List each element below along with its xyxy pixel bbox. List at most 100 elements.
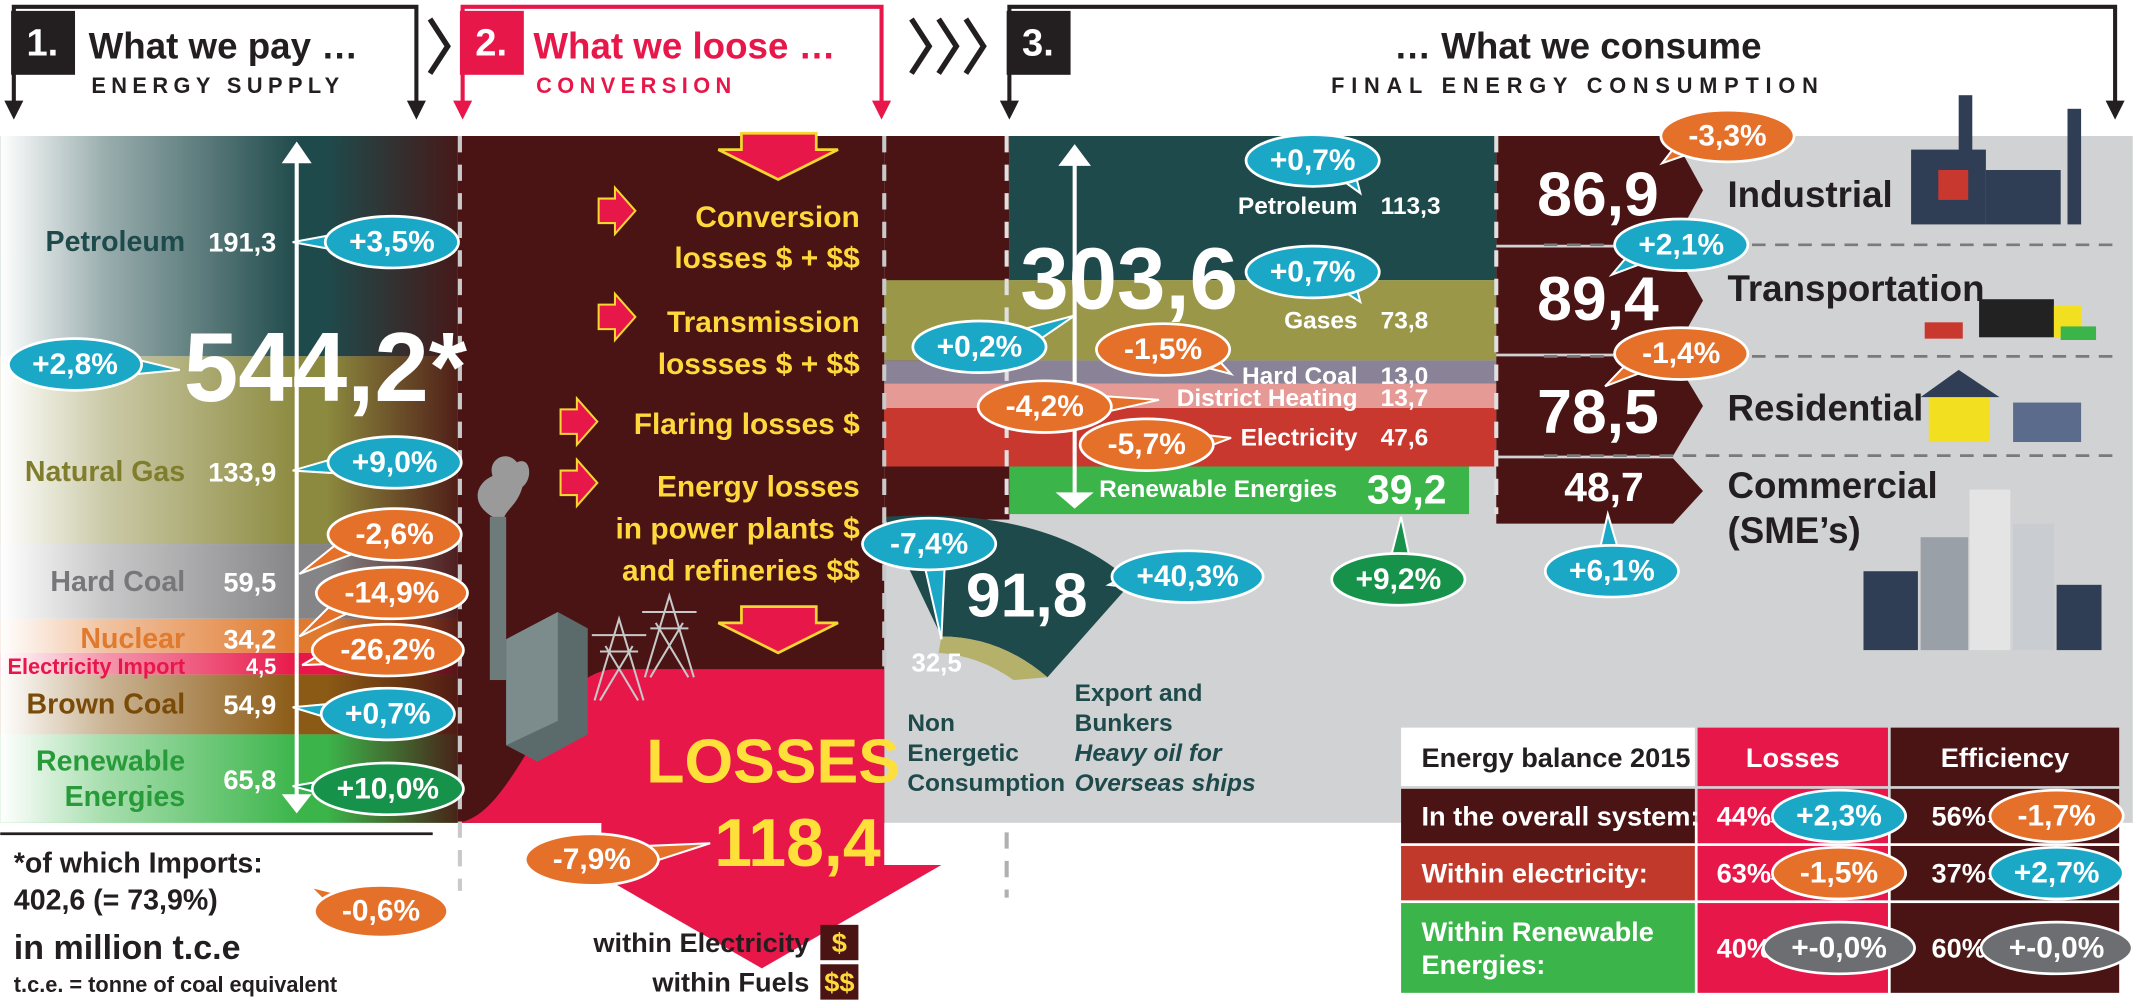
table-value: 63% (1717, 858, 1771, 889)
legend-symbol: $$ (824, 966, 854, 997)
non-energetic-value: 32,5 (911, 650, 961, 678)
carrier-name: Electricity (1241, 424, 1358, 451)
chevron (911, 19, 929, 73)
change-label: +2,3% (1796, 800, 1882, 833)
city (1863, 571, 1917, 650)
sector-name: (SME’s) (1727, 510, 1860, 551)
change-label: +2,8% (32, 348, 118, 381)
change-label: +0,7% (345, 698, 431, 731)
change-label: +0,2% (937, 330, 1023, 363)
factory-chimney (1959, 95, 1973, 156)
section-title: What we pay … (89, 26, 358, 67)
change-label: -0,6% (342, 895, 420, 928)
unit-note: t.c.e. = tonne of coal equivalent (14, 972, 337, 997)
table-value: 37% (1931, 858, 1985, 889)
arrow-head (1000, 101, 1019, 120)
step-text: and refineries $$ (622, 555, 860, 588)
row-label: In the overall system: (1421, 801, 1699, 832)
export-label: Export and (1075, 680, 1203, 707)
carrier-value: 13,7 (1381, 385, 1429, 412)
change-label: +2,1% (1638, 228, 1724, 261)
non-energetic-label: Consumption (907, 770, 1065, 797)
chimney (490, 517, 506, 680)
change-label: +3,5% (349, 226, 435, 259)
arrow-head (4, 101, 23, 120)
table-header: Energy balance 2015 (1421, 742, 1690, 773)
arrow-head (407, 101, 426, 120)
supply-value: 191,3 (208, 227, 276, 258)
export-note: Heavy oil for (1075, 740, 1223, 767)
sector-value: 48,7 (1564, 464, 1643, 510)
house (1929, 394, 1990, 442)
change-label: +-0,0% (2009, 931, 2105, 964)
consumption-total: 303,6 (1020, 230, 1238, 327)
section-number: 1. (26, 23, 58, 65)
legend-symbol: $ (832, 927, 847, 958)
change-label: -3,3% (1688, 120, 1766, 153)
house (2013, 403, 2081, 442)
supply-name: Brown Coal (27, 689, 186, 721)
table-value: 44% (1717, 801, 1771, 832)
change-label: +9,2% (1356, 563, 1442, 596)
factory-chimney (2068, 109, 2082, 225)
supply-total: 544,2* (184, 312, 467, 422)
export-label: Bunkers (1075, 710, 1173, 737)
unit: in million t.c.e (14, 929, 241, 967)
carrier-name: Petroleum (1238, 193, 1358, 220)
carrier-name: Renewable Energies (1099, 476, 1337, 503)
non-energetic-label: Energetic (907, 740, 1019, 767)
supply-name: Hard Coal (50, 566, 185, 598)
step-text: Energy losses (657, 470, 860, 503)
section-subtitle: FINAL ENERGY CONSUMPTION (1331, 73, 1825, 98)
change-label: -1,7% (2018, 800, 2096, 833)
change-label: +0,7% (1270, 144, 1356, 177)
table-header: Efficiency (1941, 742, 2069, 773)
non-energetic-label: Non (907, 710, 955, 737)
table-header: Losses (1746, 742, 1840, 773)
sector-value: 78,5 (1537, 377, 1659, 447)
row-label: Energies: (1421, 949, 1545, 980)
city (2013, 524, 2054, 650)
supply-name: Petroleum (46, 226, 186, 258)
arrow-head (872, 101, 891, 120)
change-label: +9,0% (352, 446, 438, 479)
sector-value: 86,9 (1537, 159, 1659, 229)
change-label: +10,0% (337, 772, 439, 805)
losses-label: LOSSES (646, 727, 900, 797)
section-number: 3. (1022, 23, 1054, 65)
section-title: What we loose … (533, 26, 835, 67)
city (1921, 537, 1969, 650)
step-text: losses $ + $$ (674, 242, 860, 275)
losses-value: 118,4 (714, 805, 881, 881)
legend-label: within Electricity (592, 927, 809, 958)
legend-label: within Fuels (651, 966, 809, 997)
carrier-value: 73,8 (1381, 307, 1429, 334)
factory (1986, 170, 2061, 224)
change-label: -7,4% (890, 528, 968, 561)
supply-value: 4,5 (246, 654, 276, 679)
supply-value: 133,9 (208, 456, 276, 487)
supply-name: Nuclear (80, 623, 185, 655)
sector-name: Residential (1727, 388, 1923, 429)
supply-value: 54,9 (223, 689, 276, 720)
arrow-head (2106, 101, 2125, 120)
change-label: -2,6% (356, 518, 434, 551)
carrier-name: District Heating (1177, 385, 1358, 412)
change-label: -4,2% (1006, 390, 1084, 423)
city (2057, 585, 2102, 650)
supply-value: 59,5 (223, 567, 276, 598)
section-subtitle: CONVERSION (536, 73, 737, 98)
sector-name: Transportation (1727, 268, 1984, 309)
change-label: +6,1% (1569, 555, 1655, 588)
carrier-value: 47,6 (1381, 424, 1429, 451)
page-body: { "header": {"sections": [ {"number": "1… (0, 0, 2133, 1001)
chevron (966, 19, 984, 73)
step-text: Flaring losses $ (634, 408, 860, 441)
city (1970, 490, 2011, 650)
supply-name: Natural Gas (25, 456, 185, 488)
sector-name: Commercial (1727, 465, 1937, 506)
step-text: lossses $ + $$ (658, 348, 860, 381)
supply-name: Energies (65, 781, 186, 813)
car (1925, 322, 1963, 338)
table-value: 60% (1931, 932, 1985, 963)
